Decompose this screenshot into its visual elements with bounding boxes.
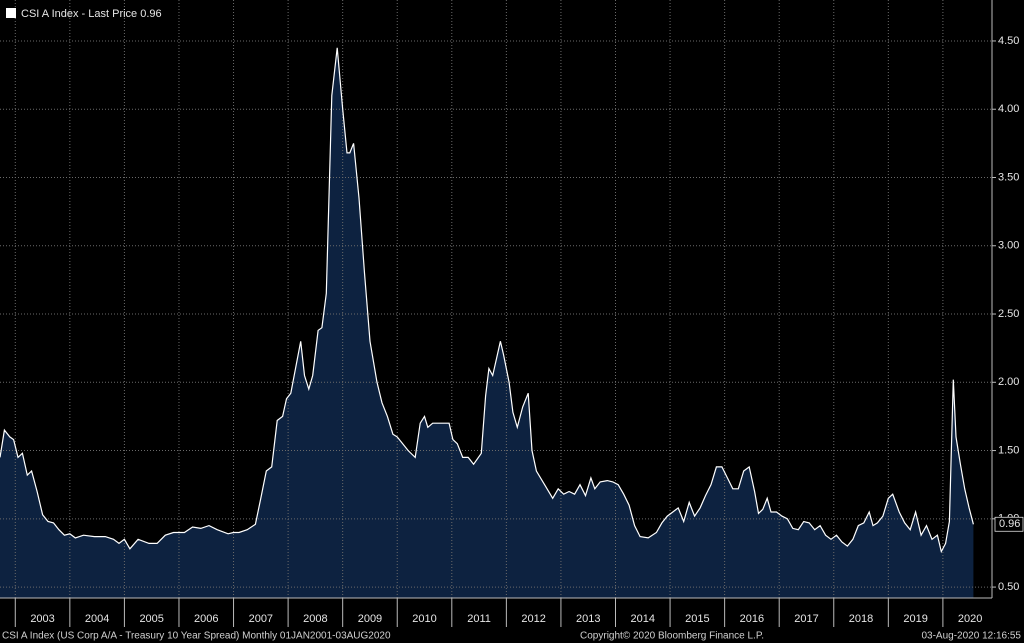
y-tick-label: 0.50 [998, 581, 1019, 593]
x-tick-label: 2007 [249, 613, 273, 625]
x-tick-label: 2011 [467, 613, 491, 625]
x-tick-label: 2014 [631, 613, 655, 625]
x-tick-label: 2019 [903, 613, 927, 625]
x-tick-label: 2017 [794, 613, 818, 625]
y-tick-label: 3.00 [998, 240, 1019, 252]
x-tick-label: 2018 [849, 613, 873, 625]
footer-left: CSI A Index (US Corp A/A - Treasury 10 Y… [2, 631, 391, 642]
last-price-box [994, 516, 1024, 532]
y-tick-label: 1.50 [998, 444, 1019, 456]
footer-date: 03-Aug-2020 12:16:55 [921, 631, 1021, 642]
x-tick-label: 2009 [358, 613, 382, 625]
x-tick-label: 2003 [30, 613, 54, 625]
legend-swatch [6, 8, 16, 18]
y-tick-label: 2.00 [998, 376, 1019, 388]
x-tick-label: 2016 [740, 613, 764, 625]
line [0, 47, 974, 554]
x-tick-label: 2004 [85, 613, 109, 625]
x-tick-label: 2020 [958, 613, 982, 625]
footer-copyright: Copyright© 2020 Bloomberg Finance L.P. [580, 631, 764, 642]
x-tick-label: 2013 [576, 613, 600, 625]
legend-label: CSI A Index - Last Price 0.96 [21, 8, 162, 20]
x-tick-label: 2015 [685, 613, 709, 625]
x-tick-label: 2005 [139, 613, 163, 625]
x-tick-label: 2012 [521, 613, 545, 625]
x-tick-label: 2006 [194, 613, 218, 625]
last-price-label: 0.96 [999, 518, 1020, 530]
y-tick-label: 4.50 [998, 35, 1019, 47]
y-tick-label: 2.50 [998, 308, 1019, 320]
area-fill [0, 47, 974, 599]
y-tick-label: 4.00 [998, 103, 1019, 115]
y-tick-label: 3.50 [998, 171, 1019, 183]
x-tick-label: 2010 [412, 613, 436, 625]
x-tick-label: 2008 [303, 613, 327, 625]
